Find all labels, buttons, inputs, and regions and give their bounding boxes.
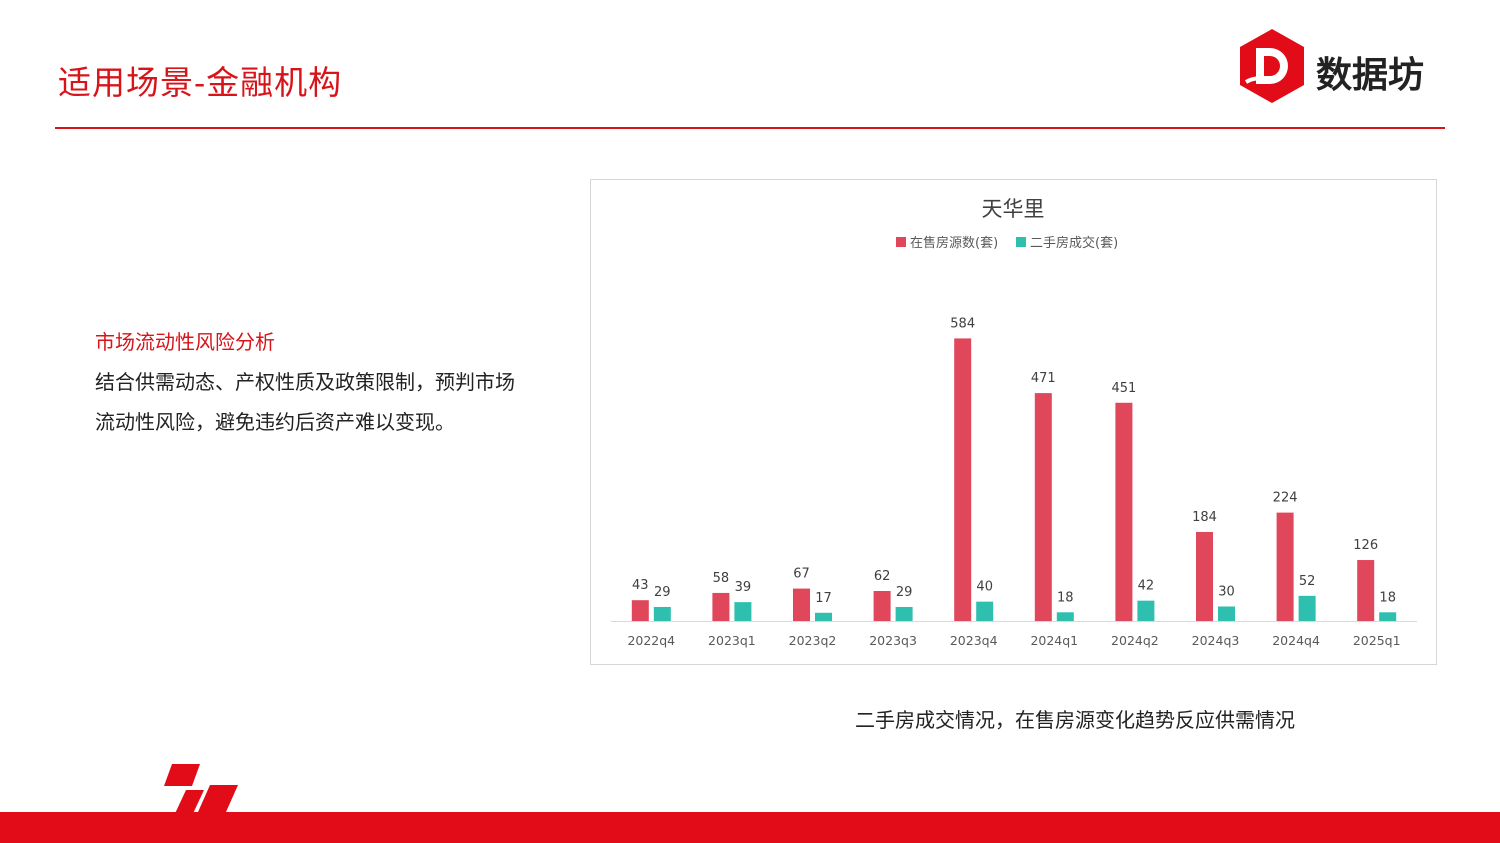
- page-title: 适用场景-金融机构: [58, 63, 343, 102]
- data-label-1-2023q2: 67: [793, 567, 810, 582]
- x-tick-label-2024q2: 2024q2: [1111, 633, 1159, 648]
- chart-title: 天华里: [982, 197, 1045, 221]
- legend-swatch-2: [1016, 237, 1026, 247]
- bar-2-2023q3: [895, 606, 913, 621]
- legend-label-2: 二手房成交(套): [1030, 235, 1118, 251]
- bar-1-2025q1: [1357, 560, 1375, 621]
- logo-icon: [1240, 29, 1304, 103]
- body-line-2: 流动性风险，避免违约后资产难以变现。: [95, 410, 455, 434]
- section-body: 结合供需动态、产权性质及政策限制，预判市场 流动性风险，避免违约后资产难以变现。: [95, 362, 565, 442]
- data-label-1-2024q4: 224: [1273, 491, 1298, 506]
- data-label-1-2023q1: 58: [713, 571, 730, 586]
- data-label-1-2025q1: 126: [1353, 538, 1378, 553]
- data-label-1-2024q2: 451: [1111, 381, 1136, 396]
- bar-1-2023q3: [873, 591, 891, 621]
- section-heading: 市场流动性风险分析: [95, 330, 275, 354]
- data-label-2-2024q4: 52: [1299, 574, 1316, 589]
- chart-caption: 二手房成交情况，在售房源变化趋势反应供需情况: [855, 708, 1295, 732]
- data-label-2-2023q3: 29: [896, 585, 913, 600]
- data-label-1-2022q4: 43: [632, 578, 649, 593]
- title-divider: [55, 127, 1445, 129]
- data-label-2-2024q1: 18: [1057, 590, 1074, 605]
- data-label-2-2023q2: 17: [815, 591, 832, 606]
- data-label-2-2023q1: 39: [735, 580, 752, 595]
- bar-1-2024q3: [1196, 531, 1213, 621]
- legend-swatch-1: [896, 237, 906, 247]
- logo-text: 数据坊: [1316, 55, 1425, 96]
- data-label-2-2024q2: 42: [1138, 579, 1155, 594]
- data-label-2-2024q3: 30: [1218, 584, 1235, 599]
- bar-1-2023q2: [793, 588, 810, 621]
- data-label-1-2024q1: 471: [1031, 371, 1056, 386]
- x-tick-label-2023q3: 2023q3: [869, 633, 917, 648]
- brand-logo: 数据坊: [1232, 26, 1452, 106]
- x-tick-label-2024q1: 2024q1: [1030, 633, 1078, 648]
- bar-2-2024q1: [1056, 612, 1074, 621]
- bar-1-2022q4: [631, 600, 649, 621]
- data-label-1-2024q3: 184: [1192, 510, 1217, 525]
- x-tick-label-2023q1: 2023q1: [708, 633, 756, 648]
- data-label-2-2025q1: 18: [1379, 590, 1396, 605]
- bar-1-2024q2: [1115, 402, 1133, 621]
- bar-2-2024q3: [1218, 606, 1235, 621]
- data-label-2-2023q4: 40: [976, 580, 993, 595]
- x-tick-label-2024q3: 2024q3: [1192, 633, 1240, 648]
- body-line-1: 结合供需动态、产权性质及政策限制，预判市场: [95, 370, 515, 394]
- bar-1-2023q1: [712, 592, 730, 621]
- bar-1-2024q4: [1276, 512, 1294, 621]
- data-label-1-2023q3: 62: [874, 569, 891, 584]
- bar-2-2023q4: [976, 601, 994, 621]
- data-label-2-2022q4: 29: [654, 585, 671, 600]
- x-tick-label-2024q4: 2024q4: [1272, 633, 1320, 648]
- bar-2-2023q2: [815, 612, 832, 621]
- x-tick-label-2022q4: 2022q4: [627, 633, 675, 648]
- bar-2-2023q1: [734, 602, 752, 621]
- footer-bar: [0, 812, 1500, 843]
- x-tick-label-2023q4: 2023q4: [950, 633, 998, 648]
- bar-2-2025q1: [1379, 612, 1397, 621]
- data-label-1-2023q4: 584: [950, 316, 975, 331]
- x-tick-label-2025q1: 2025q1: [1353, 633, 1401, 648]
- bar-1-2023q4: [954, 338, 972, 621]
- legend-label-1: 在售房源数(套): [910, 235, 998, 251]
- bar-1-2024q1: [1034, 393, 1052, 621]
- chart-panel: 天华里在售房源数(套) 二手房成交(套) 43 29 2022q4 58 39 2023q1 6…: [590, 179, 1437, 665]
- bar-2-2024q2: [1137, 600, 1155, 621]
- bar-2-2022q4: [653, 606, 671, 621]
- x-tick-label-2023q2: 2023q2: [789, 633, 837, 648]
- bar-2-2024q4: [1298, 595, 1316, 621]
- footer-decoration: [164, 764, 238, 820]
